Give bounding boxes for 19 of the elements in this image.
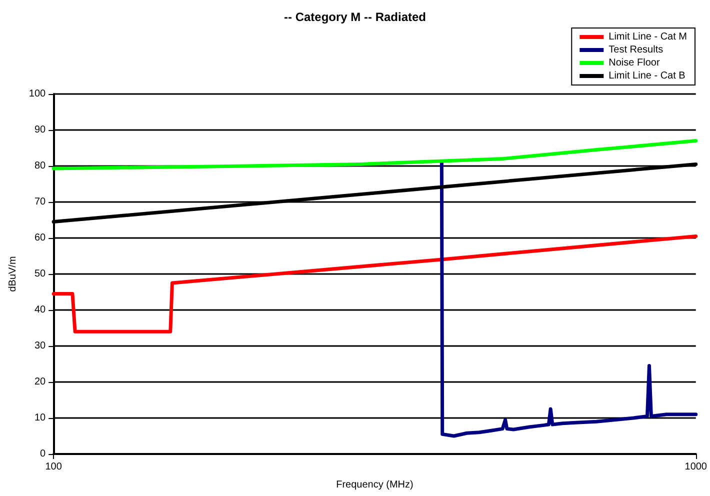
y-tick-label: 80	[34, 160, 46, 172]
y-tick-label: 90	[34, 124, 46, 136]
legend-label: Test Results	[608, 44, 664, 56]
y-tick-label: 30	[34, 340, 46, 352]
legend-label: Noise Floor	[608, 58, 660, 68]
y-tick-label: 40	[34, 304, 46, 316]
x-tick-label: 1000	[684, 462, 708, 472]
y-tick-label: 60	[34, 232, 46, 244]
y-tick-label: 50	[34, 268, 46, 280]
x-axis-title: Frequency (MHz)	[336, 480, 414, 490]
y-axis-title: dBuV/m	[8, 256, 18, 292]
chart-title: -- Category M -- Radiated	[284, 10, 426, 24]
y-tick-label: 0	[40, 448, 46, 460]
y-tick-label: 100	[28, 88, 46, 100]
legend-label: Limit Line - Cat B	[608, 70, 686, 82]
legend-label: Limit Line - Cat M	[608, 32, 688, 42]
y-tick-label: 10	[34, 412, 46, 424]
y-tick-label: 70	[34, 196, 46, 208]
y-tick-label: 20	[34, 376, 46, 388]
